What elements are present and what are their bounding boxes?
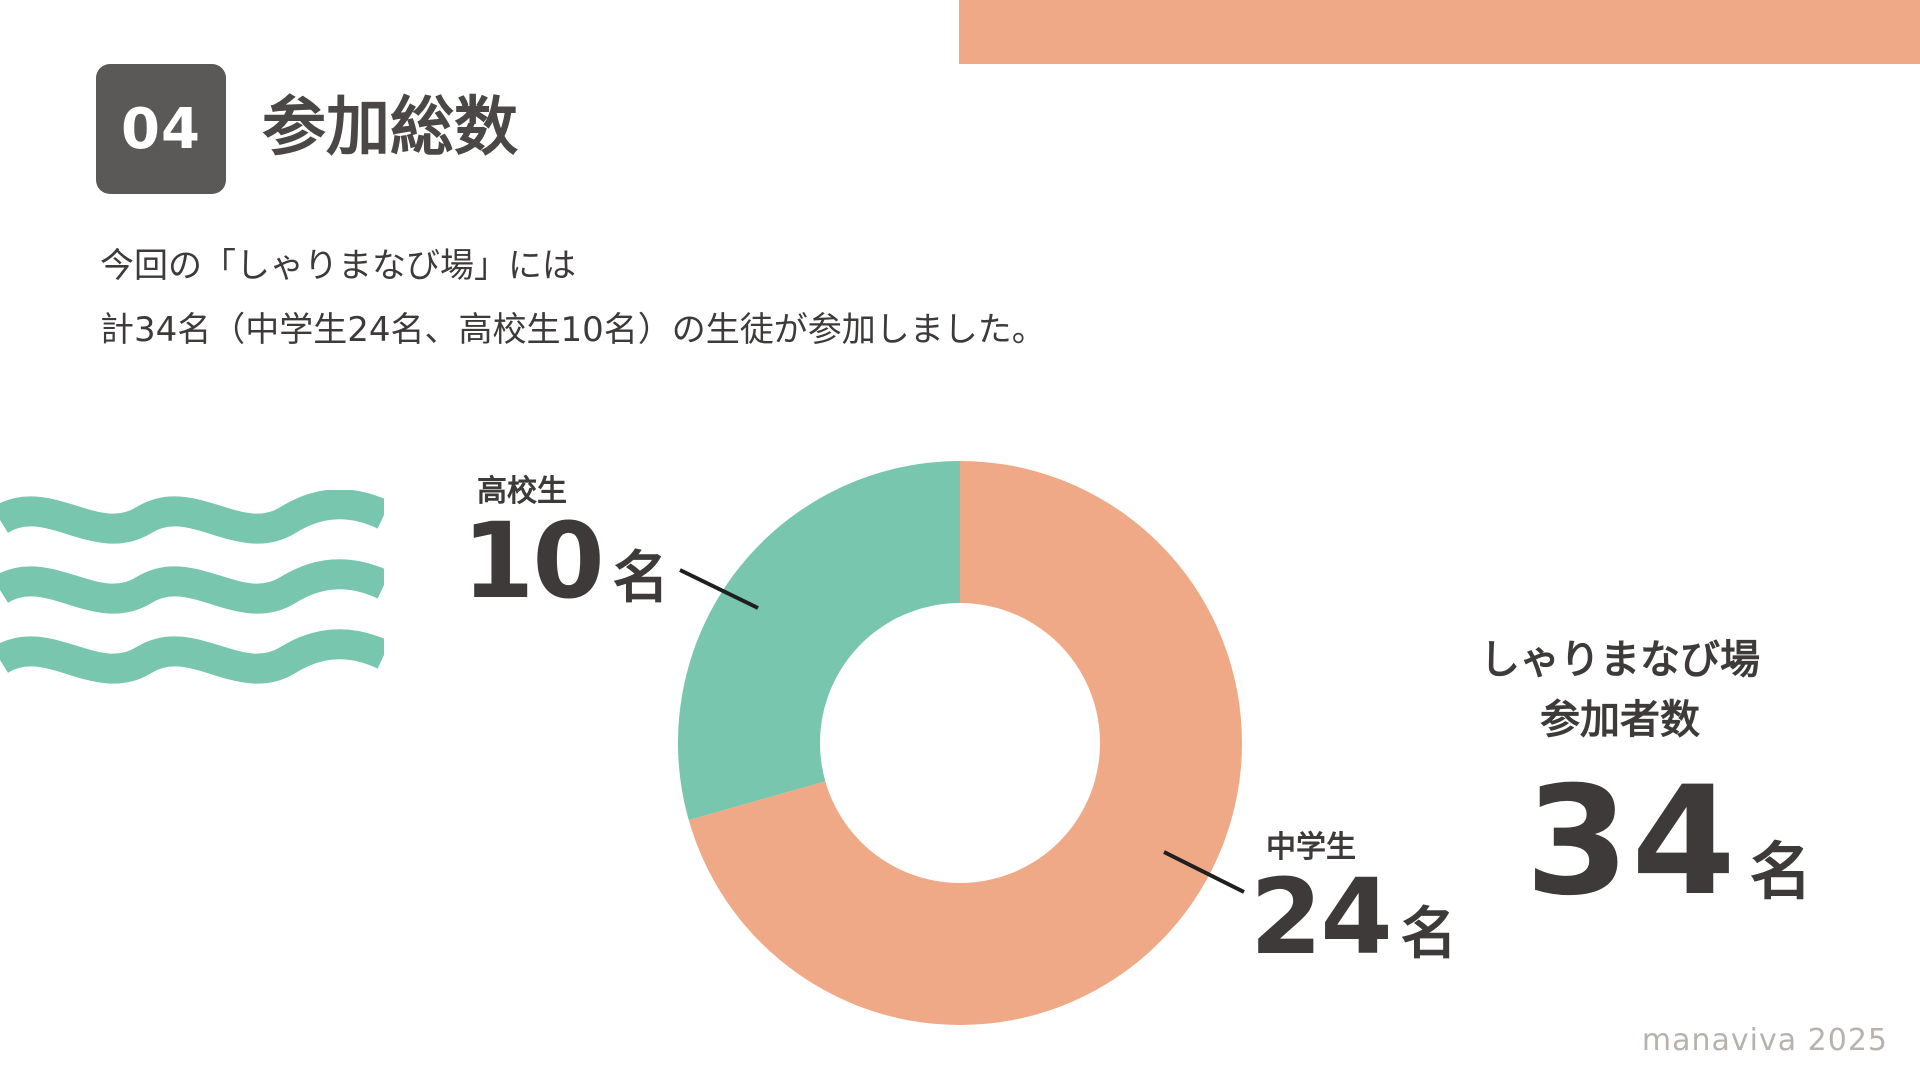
value-middle-school-unit: 名: [1400, 902, 1457, 967]
value-middle-school-number: 24: [1250, 856, 1393, 978]
label-middle-school: 中学生: [1266, 830, 1356, 865]
total-value: 34 名: [1525, 755, 1812, 929]
label-high-school: 高校生: [477, 474, 567, 509]
total-value-unit: 名: [1749, 835, 1812, 908]
slice-high-school: [678, 461, 960, 821]
value-high-school: 10 名: [462, 500, 669, 622]
description-line-2: 計34名（中学生24名、高校生10名）の生徒が参加しました。: [100, 310, 1046, 350]
value-middle-school: 24 名: [1250, 856, 1457, 978]
value-high-school-unit: 名: [612, 546, 669, 611]
accent-top-bar: [959, 0, 1920, 64]
page-title: 参加総数: [262, 91, 518, 165]
total-heading-line-2: 参加者数: [1540, 697, 1700, 743]
decorative-waves: [0, 490, 384, 684]
slice-middle-school: [688, 461, 1243, 1025]
section-number-badge: 04: [96, 64, 226, 194]
total-value-number: 34: [1525, 755, 1738, 929]
leader-line-middle-school: [1163, 850, 1245, 894]
value-high-school-number: 10: [462, 500, 605, 622]
footer-credit: manaviva 2025: [1641, 1023, 1888, 1058]
total-heading: しゃりまなび場 参加者数: [1440, 630, 1800, 750]
total-heading-line-1: しゃりまなび場: [1480, 637, 1760, 683]
description-line-1: 今回の「しゃりまなび場」には: [100, 246, 576, 286]
leader-line-high-school: [679, 568, 759, 610]
